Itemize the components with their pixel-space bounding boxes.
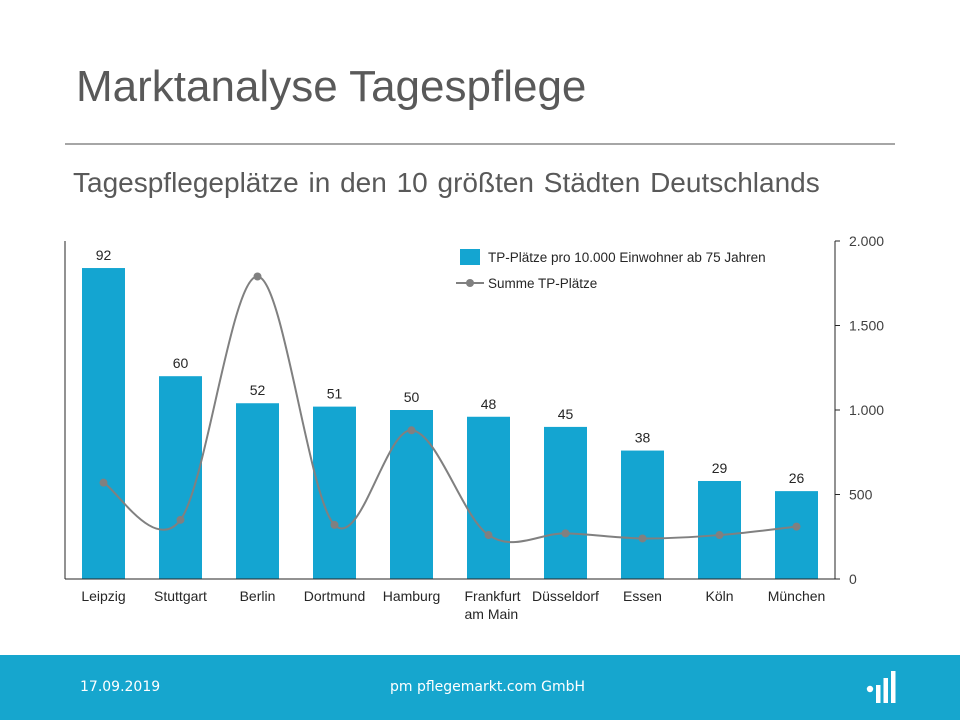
slide-subtitle: Tagespflegeplätze in den 10 größten Städ… [73,167,820,198]
title-divider [65,143,895,145]
category-label-line: am Main [465,606,519,622]
line-point [99,478,108,487]
category-labels: Leipzig Stuttgart Berlin Dortmund Hamburg Fra… [81,588,825,622]
right-axis-tick-labels: 0 500 1.000 1.500 2.000 [835,233,884,587]
line-point [715,531,724,540]
legend-bar-swatch [460,249,480,265]
category-label-line: Dortmund [304,588,365,604]
bar-data-labels: 92 60 52 51 50 48 45 38 29 26 [96,247,805,486]
bar [621,450,664,579]
bars-group [82,268,818,579]
bar [236,403,279,579]
bar [82,268,125,579]
category-label-line: Berlin [240,588,276,604]
bar-data-label: 60 [173,355,189,371]
line-point [484,531,493,540]
bar-data-label: 92 [96,247,112,263]
bar-data-label: 45 [558,406,574,422]
line-point [407,426,416,435]
bar-data-label: 51 [327,386,343,402]
line-series-path [102,275,797,544]
line-point [638,534,647,543]
category-label-line: Stuttgart [154,588,207,604]
line-point [561,529,570,538]
footer-bar: 17.09.2019 pm pflegemarkt.com GmbH [0,655,960,720]
category-label-line: Frankfurt [465,588,521,604]
legend-bar-label: TP-Plätze pro 10.000 Einwohner ab 75 Jah… [488,250,766,265]
right-axis-tick-label: 1.500 [849,318,884,334]
bar [544,426,587,579]
category-label-line: Düsseldorf [532,588,599,604]
category-label: München [768,588,826,604]
bar-chart-logo-icon [866,671,896,703]
legend-line-label: Summe TP-Plätze [488,276,597,291]
bar [775,491,818,579]
category-label: Dortmund [304,588,365,604]
bar [467,416,510,579]
line-point [176,515,185,524]
chart-legend: TP-Plätze pro 10.000 Einwohner ab 75 Jah… [456,249,766,291]
category-label: Köln [705,588,733,604]
right-axis-tick-label: 0 [849,571,857,587]
category-label: Frankfurt am Main [465,588,521,622]
category-label-line: Essen [623,588,662,604]
line-point [330,520,339,529]
bar-data-label: 50 [404,389,420,405]
category-label: Berlin [240,588,276,604]
category-label: Essen [623,588,662,604]
right-axis-tick-label: 500 [849,487,873,503]
legend-line-marker [466,279,474,287]
category-label-line: Leipzig [81,588,125,604]
category-label-line: Hamburg [383,588,441,604]
line-series-group [99,272,801,544]
footer-date: 17.09.2019 [80,679,161,695]
category-label: Hamburg [383,588,441,604]
category-label-line: Köln [705,588,733,604]
right-axis-tick-label: 1.000 [849,402,884,418]
category-label: Leipzig [81,588,125,604]
right-axis-tick-label: 2.000 [849,233,884,249]
bar-data-label: 48 [481,396,497,412]
category-label: Düsseldorf [532,588,599,604]
line-point [253,272,262,281]
bar [698,480,741,579]
line-point [792,522,801,531]
bar-data-label: 29 [712,460,728,476]
bar-data-label: 38 [635,430,651,446]
bar [159,376,202,579]
category-label: Stuttgart [154,588,207,604]
bar-data-label: 52 [250,382,266,398]
city-comparison-chart: 92 60 52 51 50 48 45 38 29 26 Leipzig Stuttgart Ber… [64,233,884,622]
bar [390,410,433,579]
bar-data-label: 26 [789,470,805,486]
category-label-line: München [768,588,826,604]
footer-company: pm pflegemarkt.com GmbH [390,679,586,695]
slide-title: Marktanalyse Tagespflege [76,62,587,111]
